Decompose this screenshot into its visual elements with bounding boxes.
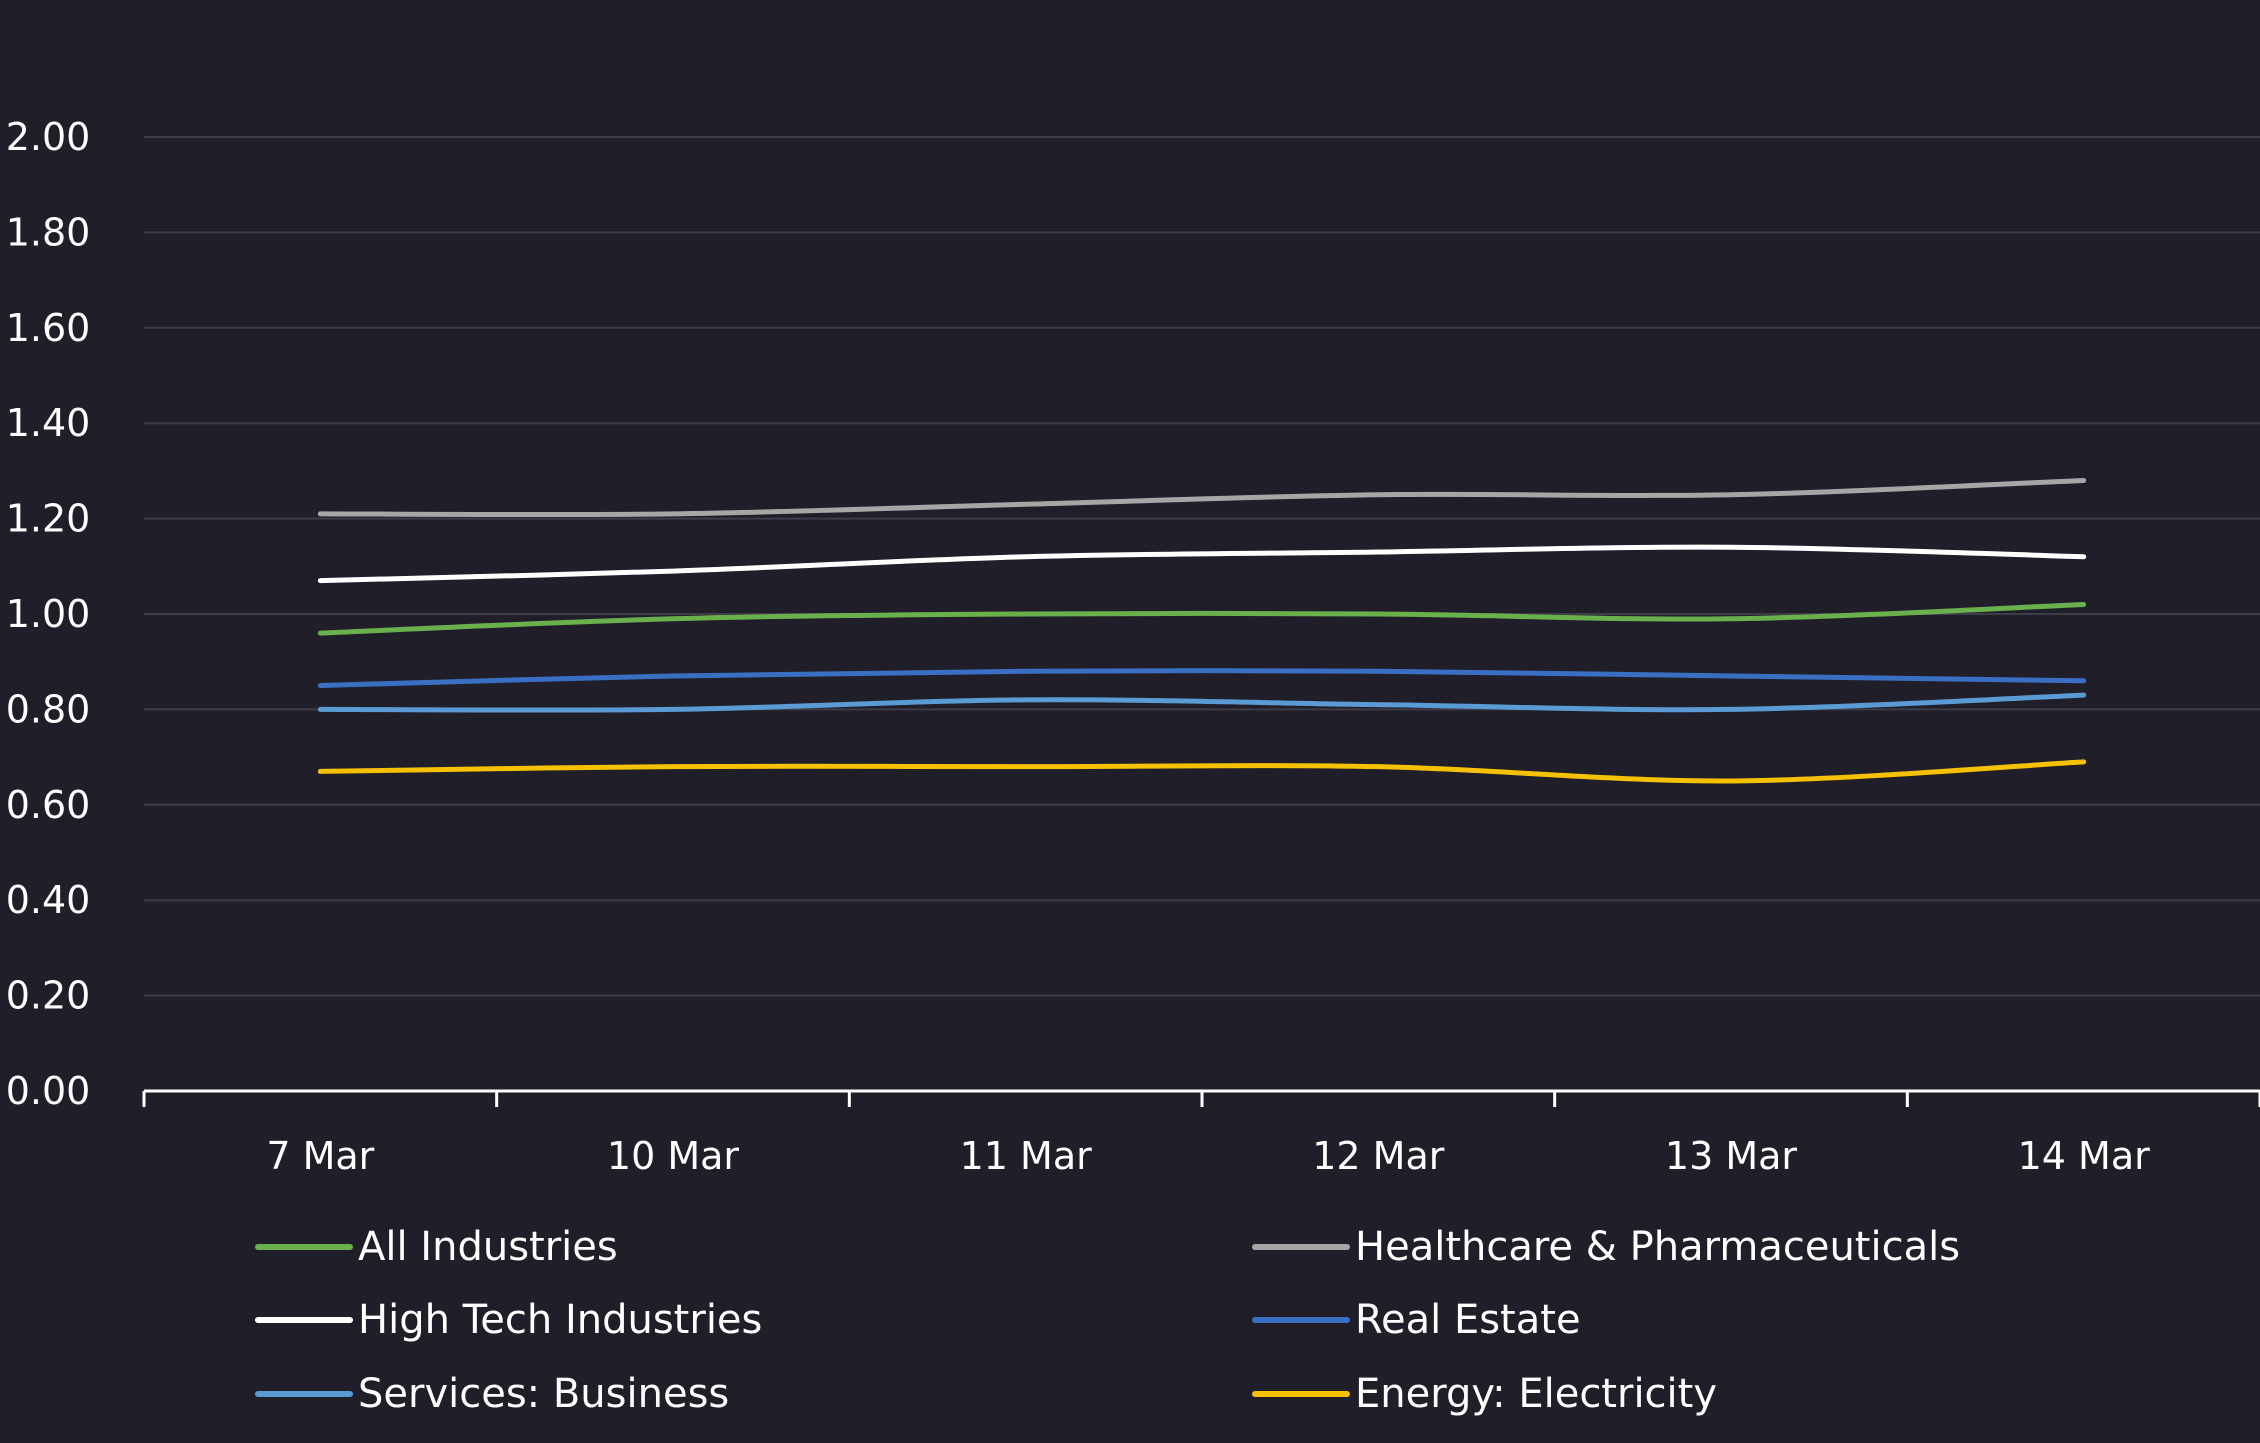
- y-tick-label: 0.40: [6, 878, 91, 922]
- series-line-healthcare-pharmaceuticals: [317, 477, 2087, 518]
- y-tick-label: 0.00: [6, 1069, 91, 1113]
- series-line-services-business: [317, 692, 2087, 713]
- x-tick-label: 11 Mar: [960, 1134, 1093, 1178]
- x-tick-label: 10 Mar: [607, 1134, 740, 1178]
- x-tick-label: 12 Mar: [1312, 1134, 1445, 1178]
- y-tick-label: 1.20: [6, 497, 91, 541]
- y-tick-label: 1.00: [6, 592, 91, 636]
- y-tick-label: 2.00: [6, 115, 91, 159]
- legend-label-high-tech-industries: High Tech Industries: [358, 1297, 762, 1343]
- legend-label-energy-electricity: Energy: Electricity: [1355, 1371, 1717, 1417]
- x-tick-label: 7 Mar: [266, 1134, 374, 1178]
- y-axis: 0.00 0.20 0.40 0.60 0.80 1.00 1.20 1.40 1.60 1.80…: [6, 115, 91, 1113]
- y-tick-label: 0.80: [6, 687, 91, 731]
- x-tick-label: 14 Mar: [2018, 1134, 2151, 1178]
- legend-label-all-industries: All Industries: [358, 1224, 618, 1270]
- y-tick-label: 1.40: [6, 401, 91, 445]
- series-line-high-tech-industries: [317, 544, 2087, 584]
- gridlines: [144, 136, 2260, 997]
- y-tick-label: 1.80: [6, 210, 91, 254]
- series-lines: [317, 477, 2087, 784]
- legend: All Industries Healthcare & Pharmaceutica…: [255, 1224, 1960, 1417]
- y-tick-label: 1.60: [6, 306, 91, 350]
- legend-label-services-business: Services: Business: [358, 1371, 729, 1417]
- series-line-real-estate: [317, 668, 2087, 689]
- y-tick-label: 0.60: [6, 783, 91, 827]
- x-axis: 7 Mar 10 Mar 11 Mar 12 Mar 13 Mar 14 Mar: [142, 1089, 2260, 1178]
- legend-label-real-estate: Real Estate: [1355, 1297, 1581, 1343]
- y-tick-label: 0.20: [6, 974, 91, 1018]
- legend-label-healthcare-pharmaceuticals: Healthcare & Pharmaceuticals: [1355, 1224, 1960, 1270]
- series-line-energy-electricity: [317, 759, 2087, 784]
- x-tick-label: 13 Mar: [1665, 1134, 1798, 1178]
- series-line-all-industries: [317, 601, 2087, 636]
